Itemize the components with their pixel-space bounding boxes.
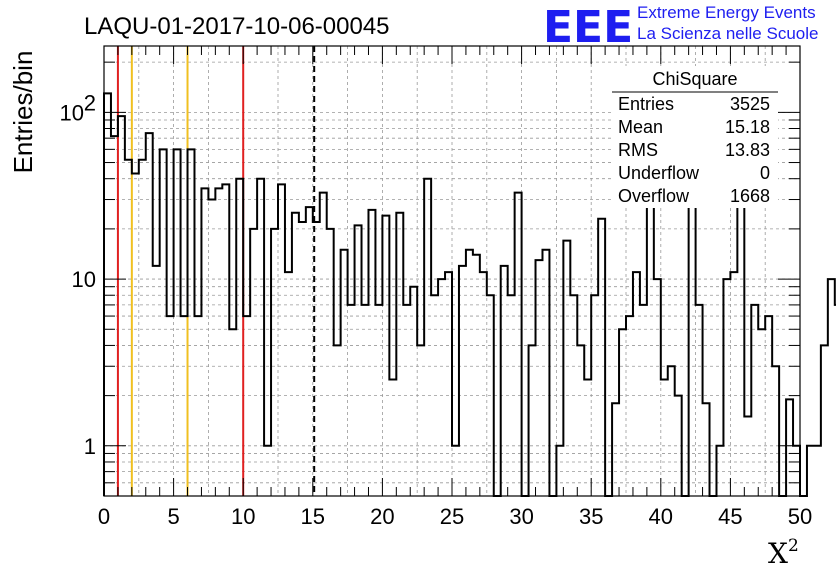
stats-value: 0 xyxy=(760,163,770,183)
x-tick-label: 0 xyxy=(98,504,110,529)
logo-line2: La Scienza nelle Scuole xyxy=(637,24,818,43)
x-tick-label: 5 xyxy=(167,504,179,529)
stats-box: ChiSquare Entries 3525 Mean 15.18 RMS 13.83 Un… xyxy=(612,66,778,208)
stats-value: 15.18 xyxy=(725,117,770,137)
y-tick-exponent: 2 xyxy=(84,90,96,115)
x-tick-label: 25 xyxy=(440,504,464,529)
stats-label: RMS xyxy=(618,140,658,160)
axis-ticks xyxy=(103,46,801,496)
stats-value: 3525 xyxy=(730,94,770,114)
y-tick-label: 1 xyxy=(84,434,96,459)
x-tick-label: 40 xyxy=(649,504,673,529)
stats-label: Mean xyxy=(618,117,663,137)
stats-title: ChiSquare xyxy=(652,69,737,89)
y-tick-label: 10 xyxy=(72,267,96,292)
histogram-line xyxy=(103,92,836,497)
eee-logo: EEE Extreme Energy Events La Scienza nel… xyxy=(543,2,818,53)
logo-letters: EEE xyxy=(543,2,633,53)
stats-value: 13.83 xyxy=(725,140,770,160)
x-tick-label: 35 xyxy=(579,504,603,529)
stats-label: Entries xyxy=(618,94,674,114)
x-tick-label: 50 xyxy=(788,504,812,529)
x-tick-label: 10 xyxy=(231,504,255,529)
stats-box-background xyxy=(612,66,778,208)
x-tick-label: 15 xyxy=(301,504,325,529)
y-tick-label: 10 xyxy=(60,100,84,125)
plot-frame xyxy=(103,45,801,497)
logo-line1: Extreme Energy Events xyxy=(637,3,816,22)
stats-label: Underflow xyxy=(618,163,700,183)
stats-rows: Entries 3525 Mean 15.18 RMS 13.83 Underflow 0 Ov… xyxy=(618,94,770,206)
x-tick-label: 45 xyxy=(718,504,742,529)
chart-title: LAQU-01-2017-10-06-00045 xyxy=(84,13,390,40)
stats-value: 1668 xyxy=(730,186,770,206)
y-axis-label: Entries/bin xyxy=(8,51,38,174)
x-tick-label: 30 xyxy=(509,504,533,529)
x-tick-label: 20 xyxy=(370,504,394,529)
stats-label: Overflow xyxy=(618,186,690,206)
x-axis-label: X2 xyxy=(768,536,799,570)
